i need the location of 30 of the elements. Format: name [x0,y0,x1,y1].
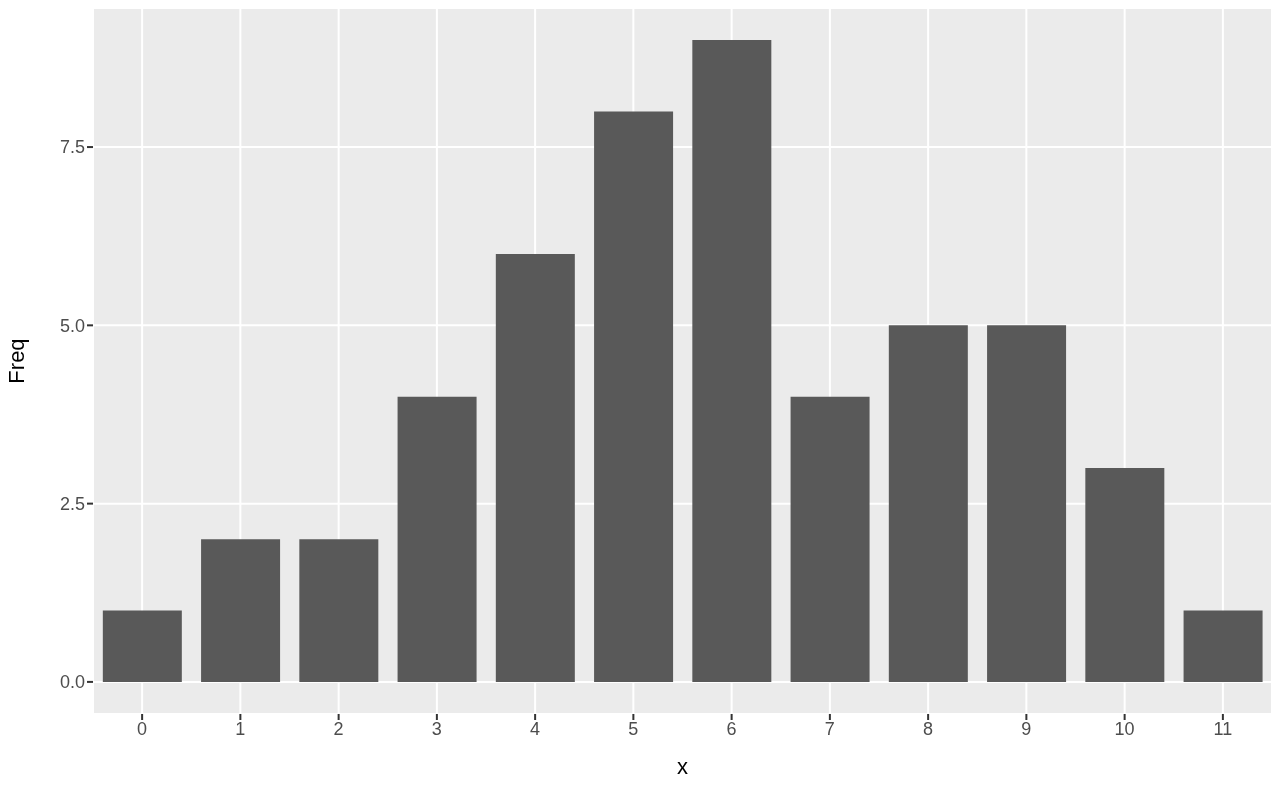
x-tick-label: 6 [726,718,737,739]
bar [790,396,870,682]
x-tick-label: 8 [923,718,934,739]
y-tick-label: 0.0 [59,672,85,693]
bar [692,40,772,682]
x-tick-label: 9 [1021,718,1032,739]
bar [299,539,379,682]
bar [1085,467,1165,682]
x-tick-label: 11 [1213,718,1233,739]
y-tick-label: 2.5 [59,494,85,515]
bar [987,325,1067,682]
bar [594,111,674,682]
bar [1183,610,1263,682]
x-tick-label: 7 [824,718,835,739]
y-tick-label: 7.5 [59,137,85,158]
x-tick-label: 4 [530,718,541,739]
x-tick-label: 1 [235,718,246,739]
y-axis-title: Freq [3,338,29,384]
bar [102,610,182,682]
x-tick-label: 5 [628,718,639,739]
bar [201,539,281,682]
x-tick-label: 0 [137,718,148,739]
bar [397,396,477,682]
x-tick-label: 10 [1114,718,1135,739]
bar [888,325,968,682]
y-tick-label: 5.0 [59,315,85,336]
x-tick-label: 2 [333,718,344,739]
x-tick-label: 3 [431,718,442,739]
bar [495,254,575,682]
x-axis-title: x [677,754,688,779]
